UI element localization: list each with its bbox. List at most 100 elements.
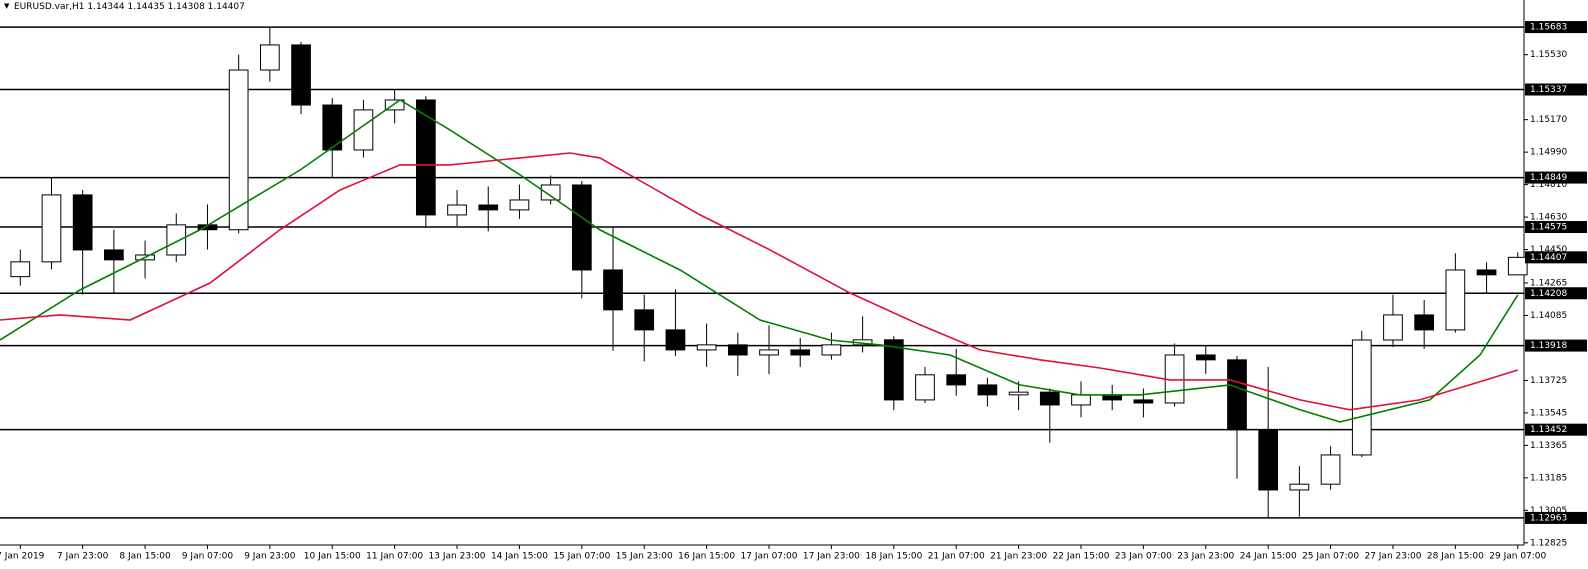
level-price-label: 1.15683	[1530, 23, 1567, 33]
y-tick-label: 1.14630	[1530, 213, 1567, 223]
level-price-box	[1525, 21, 1587, 34]
y-tick-label: 1.14085	[1530, 311, 1567, 321]
candle-body	[696, 344, 717, 351]
candle-body	[634, 309, 655, 331]
level-price-box	[1525, 423, 1587, 436]
moving-average	[0, 99, 1519, 423]
candle-body	[821, 344, 842, 356]
candle-body	[1227, 359, 1247, 431]
y-tick-label: 1.13365	[1530, 441, 1567, 451]
chart-header: EURUSD.var,H1 1.14344 1.14435 1.14308 1.…	[14, 2, 245, 12]
level-price-box	[1525, 339, 1587, 352]
y-tick-label: 1.13545	[1530, 408, 1567, 418]
x-tick-label: 11 Jan 07:00	[366, 552, 423, 562]
x-tick-label: 21 Jan 07:00	[928, 552, 985, 562]
candle-body	[353, 109, 374, 151]
x-tick-label: 9 Jan 07:00	[182, 552, 234, 562]
ohlc-high: 1.14435	[127, 2, 164, 12]
moving-average	[0, 152, 1519, 411]
level-price-label: 1.14575	[1530, 223, 1567, 233]
x-tick-label: 23 Jan 23:00	[1177, 552, 1234, 562]
candle-body	[1351, 339, 1372, 456]
current-price-box	[1525, 251, 1587, 264]
y-tick-label: 1.14450	[1530, 245, 1567, 255]
y-tick-label: 1.15170	[1530, 115, 1567, 125]
x-tick-label: 21 Jan 23:00	[990, 552, 1047, 562]
symbol: EURUSD.var,H1	[14, 2, 85, 12]
x-tick-label: 9 Jan 23:00	[244, 552, 296, 562]
candle-body	[603, 269, 623, 311]
candle-body	[447, 204, 467, 216]
x-tick-label: 24 Jan 15:00	[1240, 552, 1297, 562]
candle-body	[759, 349, 779, 356]
candle-body	[259, 44, 280, 71]
collapse-icon[interactable]: ▼	[4, 2, 10, 10]
candle-body	[10, 261, 31, 278]
x-tick-label: 13 Jan 23:00	[429, 552, 486, 562]
candle-body	[665, 329, 686, 351]
y-tick-label: 1.13725	[1530, 376, 1567, 386]
y-tick-label: 1.13185	[1530, 473, 1567, 483]
candle-body	[322, 104, 343, 151]
candle-body	[977, 384, 998, 396]
ohlc-low: 1.14308	[168, 2, 205, 12]
y-tick-label: 1.14990	[1530, 148, 1567, 158]
level-price-box	[1525, 221, 1587, 234]
level-price-label: 1.14849	[1530, 173, 1567, 183]
x-tick-label: 10 Jan 15:00	[304, 552, 361, 562]
x-tick-label: 8 Jan 15:00	[119, 552, 171, 562]
level-price-box	[1525, 171, 1587, 184]
candle-body	[1476, 269, 1497, 276]
candle-body	[1071, 394, 1091, 406]
x-tick-label: 25 Jan 07:00	[1302, 552, 1359, 562]
candle-body	[415, 99, 436, 216]
ohlc-open: 1.14344	[87, 2, 124, 12]
candle-body	[540, 184, 561, 201]
x-tick-label: 17 Jan 07:00	[741, 552, 798, 562]
x-tick-label: 15 Jan 23:00	[616, 552, 673, 562]
candle-body	[1320, 454, 1341, 485]
x-tick-label: 27 Jan 23:00	[1364, 552, 1421, 562]
candle-body	[946, 374, 967, 386]
level-price-label: 1.15337	[1530, 85, 1567, 95]
candle-body	[384, 99, 405, 111]
candle-body	[166, 224, 187, 256]
ohlc-close: 1.14407	[208, 2, 245, 12]
candle-body	[883, 339, 904, 401]
candle-body	[478, 204, 499, 211]
level-price-box	[1525, 83, 1587, 96]
candle-body	[1008, 391, 1029, 396]
x-tick-label: 28 Jan 15:00	[1427, 552, 1484, 562]
y-tick-label: 1.14810	[1530, 180, 1567, 190]
x-tick-label: 7 Jan 2019	[0, 552, 45, 562]
x-tick-label: 16 Jan 15:00	[678, 552, 735, 562]
x-tick-label: 18 Jan 15:00	[865, 552, 922, 562]
level-price-label: 1.14208	[1530, 289, 1567, 299]
x-tick-label: 7 Jan 23:00	[57, 552, 109, 562]
x-tick-label: 15 Jan 07:00	[553, 552, 610, 562]
x-tick-label: 23 Jan 07:00	[1115, 552, 1172, 562]
current-price-label: 1.14407	[1530, 253, 1567, 263]
level-price-box	[1525, 511, 1587, 524]
candle-body	[1383, 314, 1403, 341]
level-price-label: 1.13452	[1530, 425, 1567, 435]
candle-body	[41, 194, 62, 263]
x-tick-label: 17 Jan 23:00	[803, 552, 860, 562]
y-tick-label: 1.14265	[1530, 278, 1567, 288]
y-tick-label: 1.15530	[1530, 50, 1567, 60]
candle-body	[104, 249, 124, 261]
level-price-label: 1.12963	[1530, 513, 1567, 523]
candle-body	[790, 349, 811, 356]
candle-body	[727, 344, 748, 356]
x-tick-label: 22 Jan 15:00	[1053, 552, 1110, 562]
candle-body	[1258, 429, 1279, 491]
candle-body	[1195, 354, 1216, 361]
candle-body	[571, 184, 592, 271]
candle-body	[1289, 483, 1310, 491]
candle-body	[915, 374, 935, 401]
candle-body	[1039, 391, 1060, 406]
y-tick-label: 1.12825	[1530, 538, 1567, 548]
x-tick-label: 29 Jan 07:00	[1489, 552, 1546, 562]
level-price-label: 1.13918	[1530, 341, 1567, 351]
